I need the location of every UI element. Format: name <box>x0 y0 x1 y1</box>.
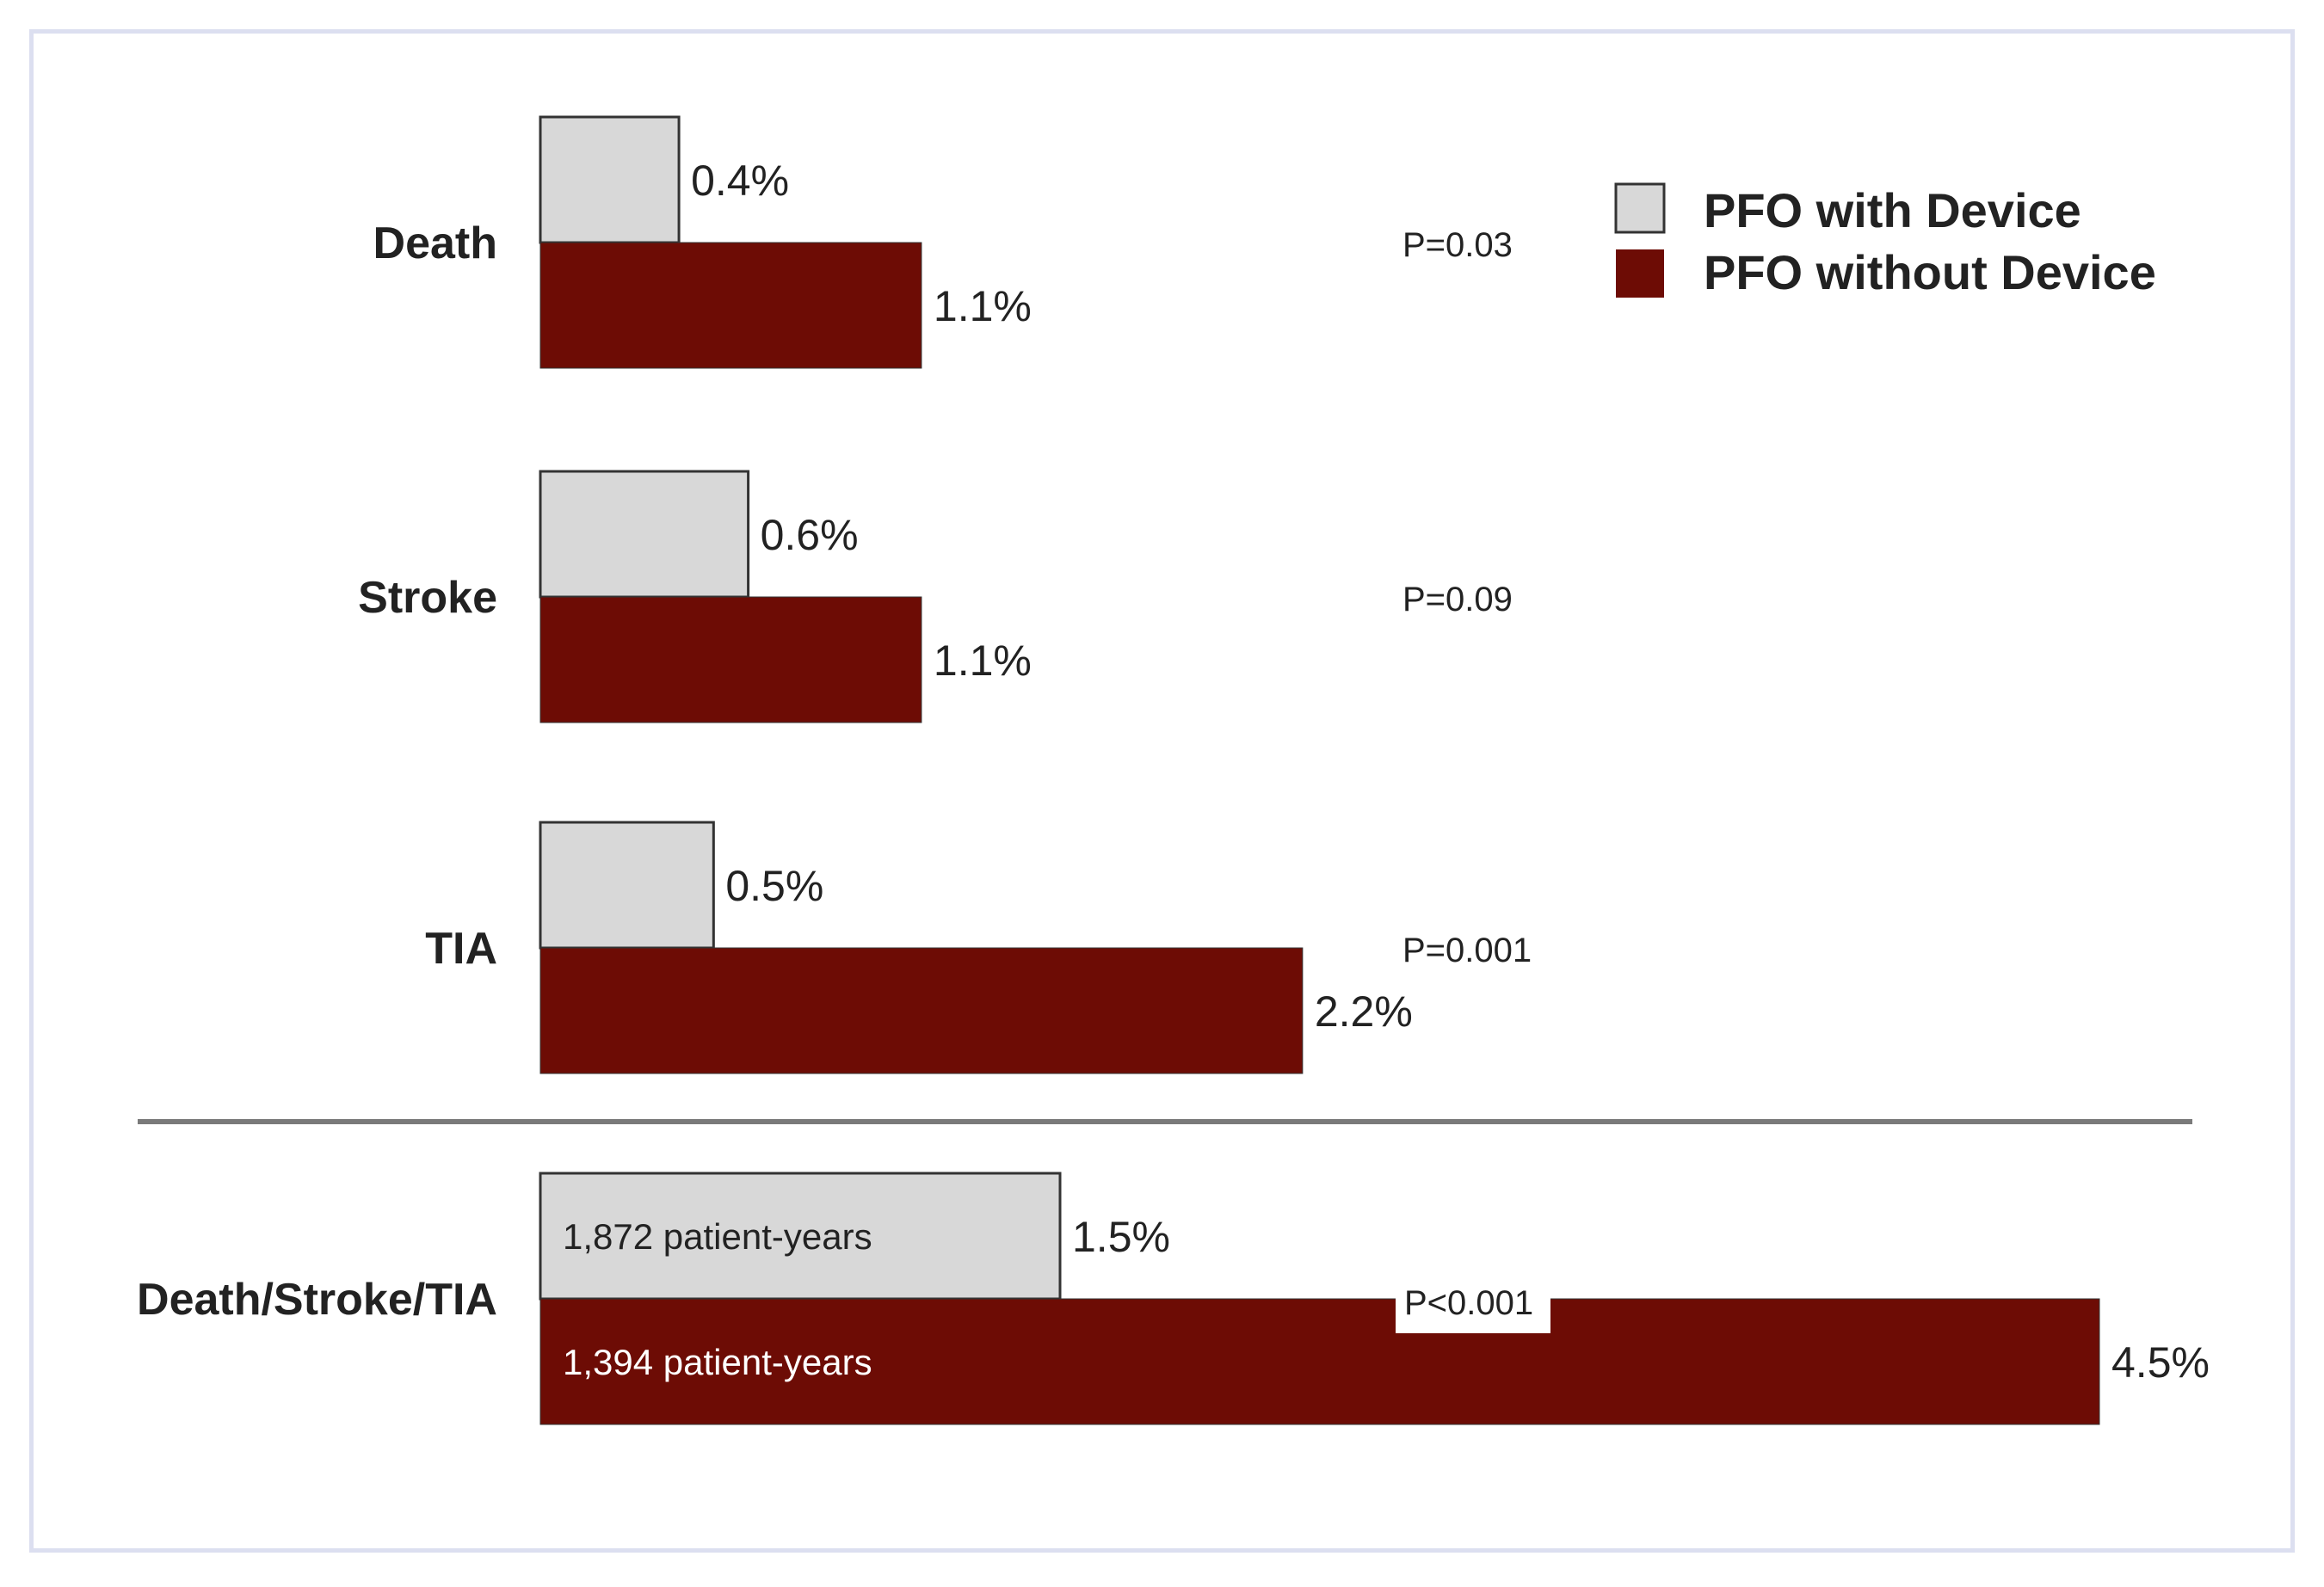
annotation-patient-years-with-device: 1,872 patient-years <box>563 1216 872 1257</box>
p-value-death: P=0.03 <box>1402 226 1513 264</box>
bar-death-with-device <box>539 115 681 244</box>
bar-death-without-device <box>539 242 922 369</box>
value-label-stroke-with-device: 0.6% <box>761 511 859 559</box>
legend-swatch-with-device <box>1614 182 1666 234</box>
category-label-stroke: Stroke <box>358 573 497 623</box>
legend-label-without-device: PFO without Device <box>1704 245 2156 299</box>
value-label-death-without-device: 1.1% <box>934 282 1032 330</box>
value-label-death-with-device: 0.4% <box>691 157 789 205</box>
p-value-background <box>1396 1273 1550 1333</box>
bar-stroke-without-device <box>539 596 922 723</box>
p-value-tia: P=0.001 <box>1402 932 1532 969</box>
bars-layer: Death 0.4% 1.1% P=0.03 Stroke 0.6% 1.1% P=0.09 T… <box>137 115 2210 1425</box>
bar-stroke-with-device <box>539 470 750 599</box>
p-value-death-stroke-tia: P<0.001 <box>1404 1284 1533 1322</box>
value-label-stroke-without-device: 1.1% <box>934 637 1032 685</box>
bar-tia-with-device <box>539 821 715 950</box>
value-label-tia-with-device: 0.5% <box>725 862 823 910</box>
category-label-tia: TIA <box>425 924 497 974</box>
legend: PFO with Device PFO without Device <box>1614 182 2156 299</box>
legend-swatch-without-device <box>1616 249 1664 298</box>
bar-death-stroke-tia-with-device <box>539 1172 1062 1301</box>
legend-label-with-device: PFO with Device <box>1704 183 2081 237</box>
category-label-death-stroke-tia: Death/Stroke/TIA <box>137 1275 497 1325</box>
category-label-death: Death <box>373 218 497 268</box>
value-label-death-stroke-tia-without-device: 4.5% <box>2111 1338 2210 1387</box>
bar-tia-without-device <box>539 947 1304 1074</box>
annotation-patient-years-without-device: 1,394 patient-years <box>563 1342 872 1382</box>
value-label-death-stroke-tia-with-device: 1.5% <box>1072 1213 1170 1261</box>
p-value-stroke: P=0.09 <box>1402 581 1513 618</box>
bar-death-stroke-tia-without-device <box>539 1298 2100 1425</box>
value-label-tia-without-device: 2.2% <box>1315 987 1413 1036</box>
